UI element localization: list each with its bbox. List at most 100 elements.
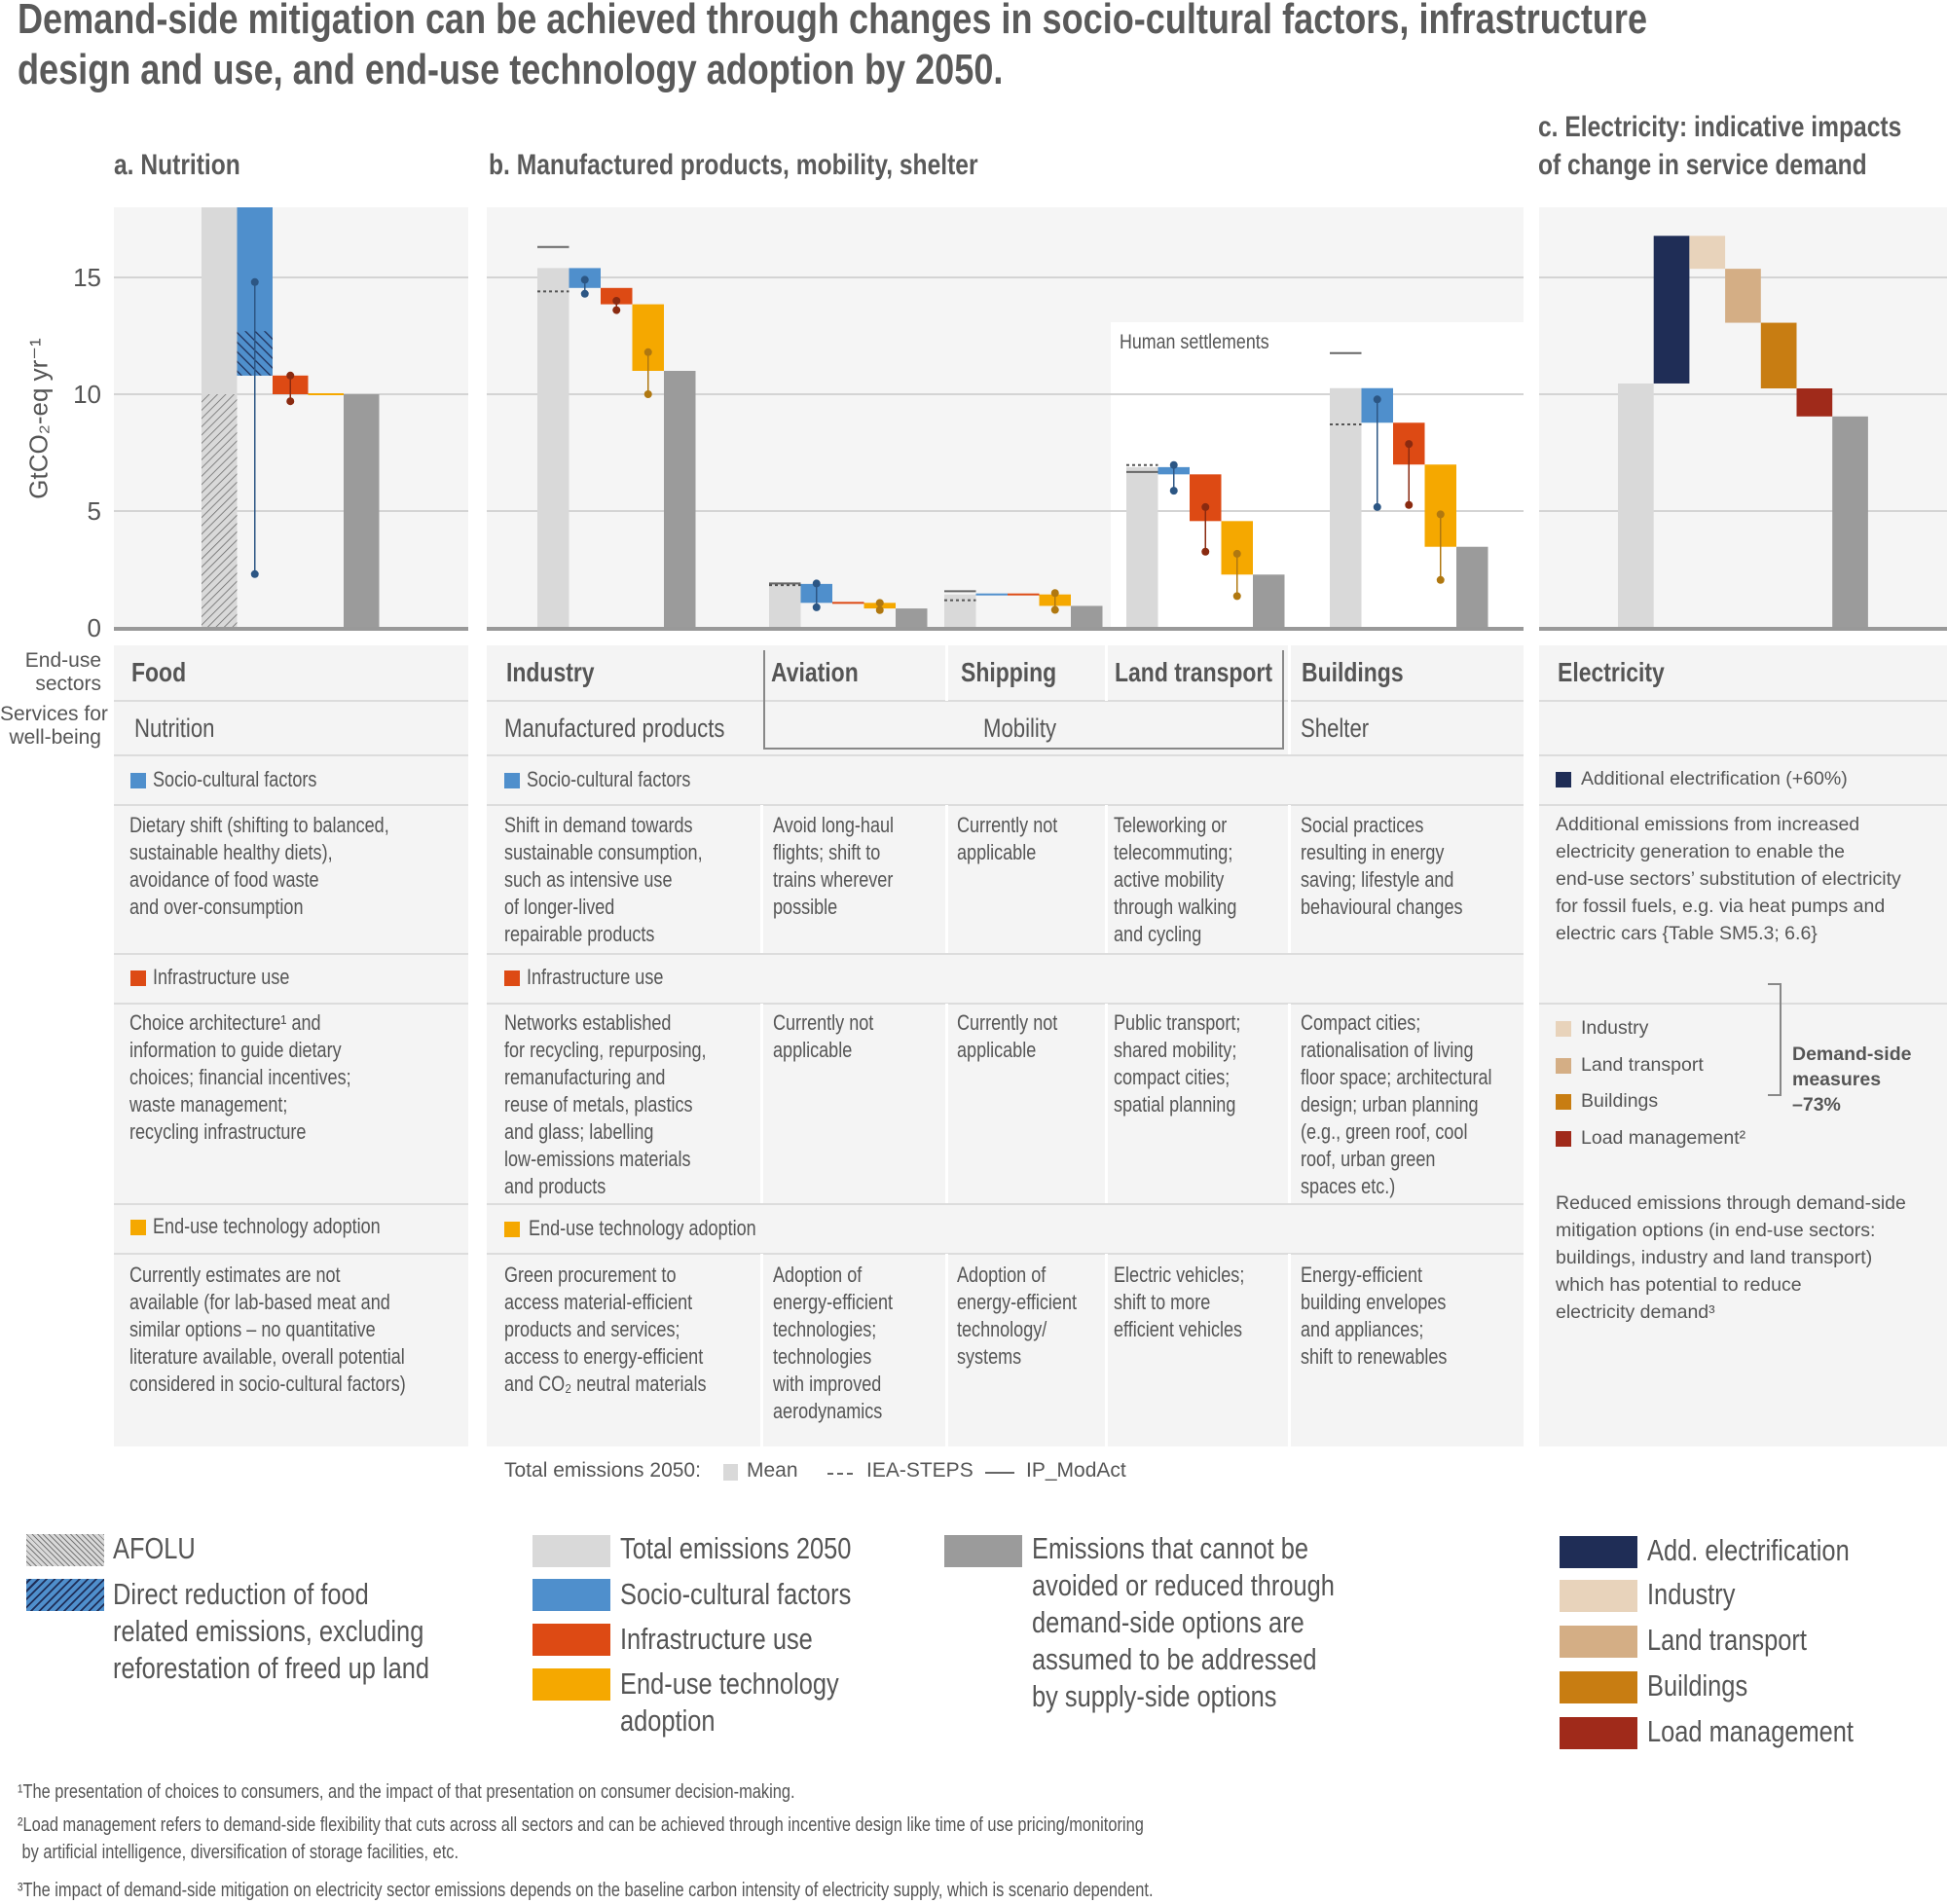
panel-c-title-line-2: of change in service demand xyxy=(1538,149,1867,181)
tech-buildings-range-low xyxy=(1436,575,1445,584)
sector-aviation: Aviation xyxy=(771,657,859,687)
total-emissions-swatch-icon xyxy=(533,1535,610,1567)
infra-text-shipping: Currently not applicable xyxy=(957,1010,1058,1062)
socio-text-aviation: Avoid long-haul flights; shift to trains… xyxy=(773,813,895,919)
residual-bar-buildings xyxy=(1456,546,1488,628)
mobility-bracket xyxy=(763,650,1284,750)
infra-industry-range-low xyxy=(612,306,621,314)
table-panel-a xyxy=(114,645,468,1446)
socio-land-transport-range-high xyxy=(1169,460,1178,469)
socio-text-industry: Shift in demand towards sustainable cons… xyxy=(504,813,703,946)
y-tick-label: 0 xyxy=(88,613,101,642)
infra-text-buildings: Compact cities; rationalisation of livin… xyxy=(1301,1010,1492,1198)
panel-b-title: b. Manufactured products, mobility, shel… xyxy=(489,149,978,181)
infra-food-range-low xyxy=(286,397,295,406)
panel-c-title-line-1: c. Electricity: indicative impacts xyxy=(1538,111,1902,143)
tech-industry-range-low xyxy=(643,390,652,398)
infra-swatch-icon xyxy=(130,970,146,986)
load-management-swatch-icon xyxy=(1560,1717,1637,1749)
socio-swatch-icon xyxy=(533,1579,610,1611)
legend-total-emissions: Total emissions 2050 xyxy=(620,1531,852,1565)
industry-swatch-icon xyxy=(1556,1021,1571,1037)
land-transport-bar-electricity xyxy=(1725,269,1761,323)
category-infra-a: Infrastructure use xyxy=(153,965,290,989)
afolu-swatch-icon xyxy=(26,1534,104,1566)
tech-text-buildings: Energy-efficient building envelopes and … xyxy=(1301,1263,1448,1369)
tech-shipping-range-high xyxy=(1050,589,1059,598)
infra-buildings-range-high xyxy=(1405,440,1414,449)
human-settlements-label: Human settlements xyxy=(1120,331,1269,354)
row-label-end-use-sectors: End-use sectors xyxy=(24,649,101,695)
electricity-legend-buildings: Buildings xyxy=(1581,1090,1659,1112)
footnote-1: ¹The presentation of choices to consumer… xyxy=(18,1781,795,1803)
residual-bar-industry xyxy=(664,371,696,628)
iea-steps-legend-label: IEA-STEPS xyxy=(866,1459,974,1482)
direct-food-reduction-swatch-icon xyxy=(26,1579,104,1611)
demand-side-measures-label: Demand-side measures –73% xyxy=(1792,1044,1912,1116)
tech-land-transport-range-high xyxy=(1232,549,1241,558)
y-tick-label: 10 xyxy=(73,380,101,409)
figure-title: Demand-side mitigation can be achieved t… xyxy=(18,0,1947,95)
tech-swatch-icon xyxy=(130,1220,146,1235)
service-mobility: Mobility xyxy=(983,714,1057,743)
load-management-swatch-icon xyxy=(1556,1131,1571,1147)
mean-swatch-icon xyxy=(723,1464,738,1481)
title-line-2: design and use, and end-use technology a… xyxy=(18,46,1004,93)
socio-swatch-icon xyxy=(130,773,146,788)
socio-text-shipping: Currently not applicable xyxy=(957,813,1058,864)
add-electrification-swatch-icon xyxy=(1556,772,1571,787)
total-bar-land-transport xyxy=(1126,466,1158,628)
electricity-add-text: Additional emissions from increased elec… xyxy=(1556,814,1901,944)
infra-land-transport-range-low xyxy=(1201,547,1210,556)
ip-modact-legend-label: IP_ModAct xyxy=(1026,1459,1126,1482)
category-tech-b: End-use technology adoption xyxy=(529,1216,756,1240)
legend-residual: Emissions that cannot be avoided or redu… xyxy=(1032,1531,1335,1713)
plot-background-a xyxy=(114,207,468,628)
industry-bar-electricity xyxy=(1689,236,1726,270)
tech-text-land-transport: Electric vehicles; shift to more efficie… xyxy=(1114,1263,1245,1341)
category-infra-b: Infrastructure use xyxy=(527,965,664,989)
row-label-services: Services for well-being xyxy=(0,703,108,749)
tech-swatch-icon xyxy=(504,1222,520,1237)
socio-land-transport-range-low xyxy=(1169,487,1178,495)
category-socio-b: Socio-cultural factors xyxy=(527,767,691,791)
infra-swatch-icon xyxy=(533,1624,610,1656)
legend-load-management: Load management xyxy=(1647,1714,1854,1748)
socio-text-food: Dietary shift (shifting to balanced, sus… xyxy=(129,813,389,919)
sector-electricity: Electricity xyxy=(1558,657,1665,687)
sector-land-transport: Land transport xyxy=(1115,657,1273,687)
table-panel-b xyxy=(487,645,1524,1446)
total-bar-electricity xyxy=(1618,383,1654,628)
buildings-swatch-icon xyxy=(1560,1671,1637,1703)
residual-bar-electricity xyxy=(1832,416,1868,628)
residual-swatch-icon xyxy=(944,1535,1022,1567)
tech-industry-range-high xyxy=(643,348,652,356)
total-bar-industry xyxy=(537,268,569,628)
electricity-reduced-text: Reduced emissions through demand-side mi… xyxy=(1556,1192,1906,1323)
infra-bar-industry xyxy=(601,287,633,305)
socio-aviation-range-high xyxy=(812,579,821,588)
infra-industry-range-high xyxy=(612,297,621,305)
title-line-1: Demand-side mitigation can be achieved t… xyxy=(18,0,1648,43)
tech-bar-food xyxy=(308,393,344,395)
socio-food-range-high xyxy=(250,277,259,286)
infra-text-aviation: Currently not applicable xyxy=(773,1010,874,1062)
socio-food-range-low xyxy=(250,569,259,578)
service-shelter: Shelter xyxy=(1301,714,1370,743)
infra-text-industry: Networks established for recycling, repu… xyxy=(504,1010,707,1198)
total-bar-aviation xyxy=(769,583,801,628)
tech-text-aviation: Adoption of energy-efficient technologie… xyxy=(773,1263,894,1423)
afolu-bar-food xyxy=(202,394,238,628)
y-tick-label: 5 xyxy=(88,496,101,526)
electricity-legend-land-transport: Land transport xyxy=(1581,1054,1704,1076)
infra-bar-shipping xyxy=(1008,593,1040,596)
tech-text-industry: Green procurement to access material-eff… xyxy=(504,1263,707,1396)
total-bar-shipping xyxy=(944,594,976,628)
category-socio-a: Socio-cultural factors xyxy=(153,767,317,791)
infra-swatch-icon xyxy=(504,970,520,986)
legend-add-electrification: Add. electrification xyxy=(1647,1533,1850,1567)
add-electrification-bar-electricity xyxy=(1653,236,1690,384)
footnote-3: ³The impact of demand-side mitigation on… xyxy=(18,1880,1154,1901)
tech-text-shipping: Adoption of energy-efficient technology/… xyxy=(957,1263,1078,1369)
buildings-bar-electricity xyxy=(1760,322,1797,388)
